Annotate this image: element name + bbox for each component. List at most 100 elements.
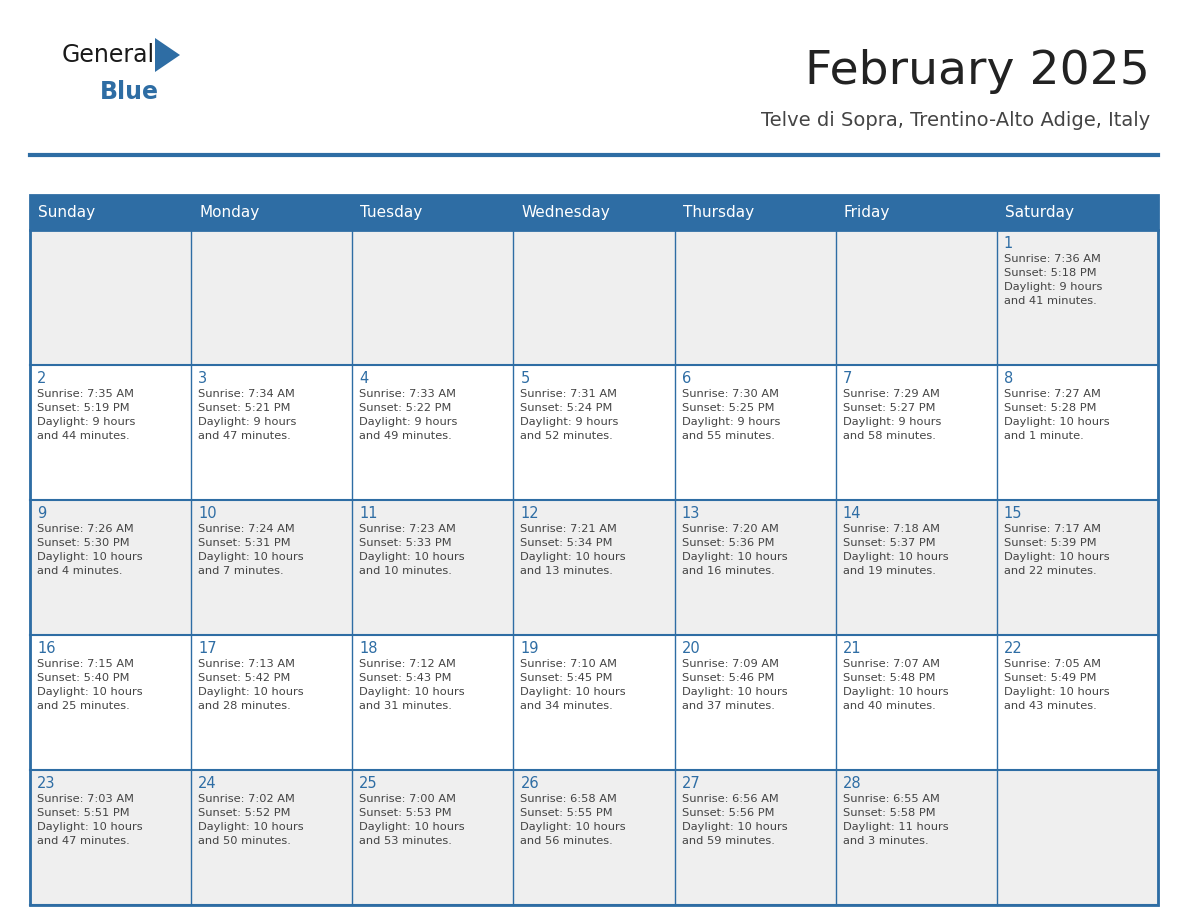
Text: Daylight: 10 hours: Daylight: 10 hours bbox=[520, 552, 626, 562]
Bar bbox=[835, 365, 997, 500]
Bar bbox=[997, 770, 1158, 905]
Text: Sunset: 5:43 PM: Sunset: 5:43 PM bbox=[359, 673, 451, 683]
Text: and 7 minutes.: and 7 minutes. bbox=[198, 566, 284, 576]
Text: and 28 minutes.: and 28 minutes. bbox=[198, 701, 291, 711]
Bar bbox=[997, 500, 1158, 635]
Text: 4: 4 bbox=[359, 371, 368, 386]
Text: Sunset: 5:22 PM: Sunset: 5:22 PM bbox=[359, 403, 451, 413]
Text: Sunrise: 7:23 AM: Sunrise: 7:23 AM bbox=[359, 524, 456, 534]
Text: Sunrise: 7:17 AM: Sunrise: 7:17 AM bbox=[1004, 524, 1101, 534]
Text: Daylight: 10 hours: Daylight: 10 hours bbox=[37, 687, 143, 697]
Text: and 13 minutes.: and 13 minutes. bbox=[520, 566, 613, 576]
Bar bbox=[513, 500, 675, 635]
Bar bbox=[513, 230, 675, 365]
Text: and 19 minutes.: and 19 minutes. bbox=[842, 566, 936, 576]
Bar bbox=[835, 635, 997, 770]
Text: Daylight: 10 hours: Daylight: 10 hours bbox=[842, 687, 948, 697]
Text: 23: 23 bbox=[37, 776, 56, 791]
Text: Sunrise: 7:10 AM: Sunrise: 7:10 AM bbox=[520, 659, 618, 669]
Text: and 34 minutes.: and 34 minutes. bbox=[520, 701, 613, 711]
Text: Sunset: 5:58 PM: Sunset: 5:58 PM bbox=[842, 808, 935, 818]
Text: Daylight: 9 hours: Daylight: 9 hours bbox=[37, 417, 135, 427]
Text: 18: 18 bbox=[359, 641, 378, 656]
Text: Sunrise: 7:13 AM: Sunrise: 7:13 AM bbox=[198, 659, 295, 669]
Text: 2: 2 bbox=[37, 371, 46, 386]
Text: 6: 6 bbox=[682, 371, 690, 386]
Text: Sunset: 5:52 PM: Sunset: 5:52 PM bbox=[198, 808, 291, 818]
Bar bbox=[30, 770, 191, 905]
Text: Sunrise: 7:07 AM: Sunrise: 7:07 AM bbox=[842, 659, 940, 669]
Text: 27: 27 bbox=[682, 776, 700, 791]
Text: Daylight: 10 hours: Daylight: 10 hours bbox=[682, 687, 788, 697]
Text: Sunrise: 7:18 AM: Sunrise: 7:18 AM bbox=[842, 524, 940, 534]
Bar bbox=[353, 500, 513, 635]
Text: Sunrise: 7:02 AM: Sunrise: 7:02 AM bbox=[198, 794, 295, 804]
Text: Sunset: 5:34 PM: Sunset: 5:34 PM bbox=[520, 538, 613, 548]
Text: Daylight: 9 hours: Daylight: 9 hours bbox=[842, 417, 941, 427]
Text: Daylight: 10 hours: Daylight: 10 hours bbox=[198, 552, 304, 562]
Text: Sunset: 5:45 PM: Sunset: 5:45 PM bbox=[520, 673, 613, 683]
Text: Sunrise: 7:33 AM: Sunrise: 7:33 AM bbox=[359, 389, 456, 399]
Text: Sunset: 5:46 PM: Sunset: 5:46 PM bbox=[682, 673, 773, 683]
Text: Daylight: 10 hours: Daylight: 10 hours bbox=[37, 822, 143, 832]
Text: and 58 minutes.: and 58 minutes. bbox=[842, 431, 936, 441]
Text: Daylight: 10 hours: Daylight: 10 hours bbox=[1004, 552, 1110, 562]
Text: and 59 minutes.: and 59 minutes. bbox=[682, 836, 775, 846]
Text: and 40 minutes.: and 40 minutes. bbox=[842, 701, 935, 711]
Text: and 49 minutes.: and 49 minutes. bbox=[359, 431, 453, 441]
Text: Daylight: 10 hours: Daylight: 10 hours bbox=[359, 552, 465, 562]
Text: Daylight: 10 hours: Daylight: 10 hours bbox=[682, 822, 788, 832]
Text: Tuesday: Tuesday bbox=[360, 205, 423, 220]
Text: Sunrise: 7:09 AM: Sunrise: 7:09 AM bbox=[682, 659, 778, 669]
Text: Sunrise: 7:27 AM: Sunrise: 7:27 AM bbox=[1004, 389, 1101, 399]
Text: Sunset: 5:39 PM: Sunset: 5:39 PM bbox=[1004, 538, 1097, 548]
Text: 21: 21 bbox=[842, 641, 861, 656]
Text: Sunrise: 7:21 AM: Sunrise: 7:21 AM bbox=[520, 524, 618, 534]
Bar bbox=[835, 500, 997, 635]
Text: Sunset: 5:24 PM: Sunset: 5:24 PM bbox=[520, 403, 613, 413]
Bar bbox=[835, 230, 997, 365]
Bar bbox=[513, 635, 675, 770]
Text: 3: 3 bbox=[198, 371, 207, 386]
Text: 26: 26 bbox=[520, 776, 539, 791]
Text: Sunrise: 7:30 AM: Sunrise: 7:30 AM bbox=[682, 389, 778, 399]
Text: Monday: Monday bbox=[200, 205, 259, 220]
Bar bbox=[191, 770, 353, 905]
Text: and 3 minutes.: and 3 minutes. bbox=[842, 836, 928, 846]
Text: and 16 minutes.: and 16 minutes. bbox=[682, 566, 775, 576]
Bar bbox=[997, 230, 1158, 365]
Text: Sunrise: 7:12 AM: Sunrise: 7:12 AM bbox=[359, 659, 456, 669]
Text: 1: 1 bbox=[1004, 236, 1013, 251]
Text: Sunset: 5:48 PM: Sunset: 5:48 PM bbox=[842, 673, 935, 683]
Text: Sunrise: 6:58 AM: Sunrise: 6:58 AM bbox=[520, 794, 618, 804]
Bar bbox=[30, 365, 191, 500]
Text: Sunset: 5:42 PM: Sunset: 5:42 PM bbox=[198, 673, 291, 683]
Text: Saturday: Saturday bbox=[1005, 205, 1074, 220]
Text: and 44 minutes.: and 44 minutes. bbox=[37, 431, 129, 441]
Text: Sunset: 5:18 PM: Sunset: 5:18 PM bbox=[1004, 268, 1097, 278]
Bar bbox=[675, 770, 835, 905]
Bar bbox=[513, 770, 675, 905]
Text: and 53 minutes.: and 53 minutes. bbox=[359, 836, 453, 846]
Text: Sunset: 5:19 PM: Sunset: 5:19 PM bbox=[37, 403, 129, 413]
Text: 13: 13 bbox=[682, 506, 700, 521]
Text: Sunrise: 7:29 AM: Sunrise: 7:29 AM bbox=[842, 389, 940, 399]
Text: 9: 9 bbox=[37, 506, 46, 521]
Text: 28: 28 bbox=[842, 776, 861, 791]
Text: Sunset: 5:28 PM: Sunset: 5:28 PM bbox=[1004, 403, 1097, 413]
Bar bbox=[30, 230, 191, 365]
Text: and 55 minutes.: and 55 minutes. bbox=[682, 431, 775, 441]
Text: Daylight: 9 hours: Daylight: 9 hours bbox=[682, 417, 781, 427]
Text: February 2025: February 2025 bbox=[805, 50, 1150, 95]
Text: Daylight: 9 hours: Daylight: 9 hours bbox=[520, 417, 619, 427]
Bar bbox=[191, 635, 353, 770]
Text: Sunrise: 7:36 AM: Sunrise: 7:36 AM bbox=[1004, 254, 1101, 264]
Text: 10: 10 bbox=[198, 506, 216, 521]
Text: Daylight: 10 hours: Daylight: 10 hours bbox=[198, 822, 304, 832]
Bar bbox=[675, 500, 835, 635]
Bar bbox=[191, 500, 353, 635]
Text: 12: 12 bbox=[520, 506, 539, 521]
Text: Sunrise: 7:00 AM: Sunrise: 7:00 AM bbox=[359, 794, 456, 804]
Bar bbox=[675, 635, 835, 770]
Text: and 41 minutes.: and 41 minutes. bbox=[1004, 296, 1097, 306]
